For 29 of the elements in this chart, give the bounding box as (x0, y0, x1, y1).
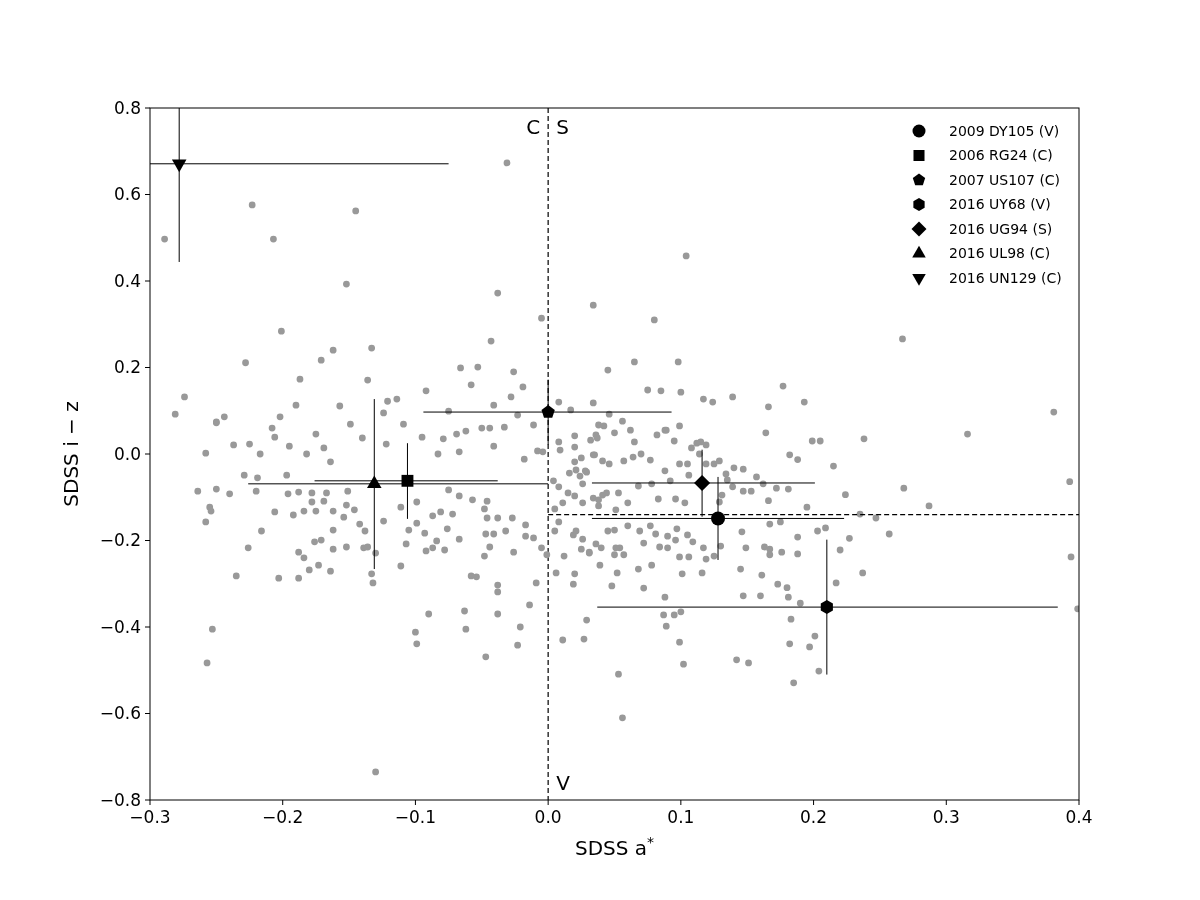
y-tick-label: 0.4 (113, 270, 141, 291)
legend-label: 2007 US107 (C) (949, 171, 1061, 188)
x-tick-label: 0.1 (667, 807, 695, 827)
y-tick-label: −0.4 (99, 616, 141, 637)
y-tick-label: −0.6 (99, 703, 141, 724)
x-tick-label: 0.3 (932, 807, 960, 827)
legend-label: 2016 UG94 (S) (949, 220, 1053, 237)
legend-label: 2016 UY68 (V) (949, 196, 1051, 213)
annotation: C (526, 115, 541, 139)
y-tick-label: −0.8 (99, 789, 141, 810)
x-tick-label: 0.2 (800, 807, 828, 827)
x-axis-title: SDSS a$^{*}$ (574, 834, 655, 860)
y-tick-label: 0.8 (113, 97, 141, 118)
x-tick-label: −0.3 (129, 807, 171, 827)
legend-label: 2016 UN129 (C) (949, 269, 1062, 286)
legend-label: 2016 UL98 (C) (949, 245, 1051, 262)
y-tick-label: 0.0 (113, 443, 141, 464)
y-tick-label: 0.6 (113, 184, 141, 205)
legend-label: 2009 DY105 (V) (949, 122, 1060, 139)
x-tick-label: −0.2 (262, 807, 304, 827)
legend-label: 2006 RG24 (C) (949, 147, 1053, 164)
x-tick-label: 0.4 (1065, 807, 1093, 827)
annotation: S (556, 115, 569, 139)
annotation: V (556, 771, 571, 795)
y-tick-label: −0.2 (99, 530, 141, 551)
y-tick-label: 0.2 (113, 357, 141, 378)
x-tick-label: 0.0 (534, 807, 562, 827)
x-tick-label: −0.1 (394, 807, 437, 827)
y-axis-title: SDSS i − z (59, 401, 83, 507)
